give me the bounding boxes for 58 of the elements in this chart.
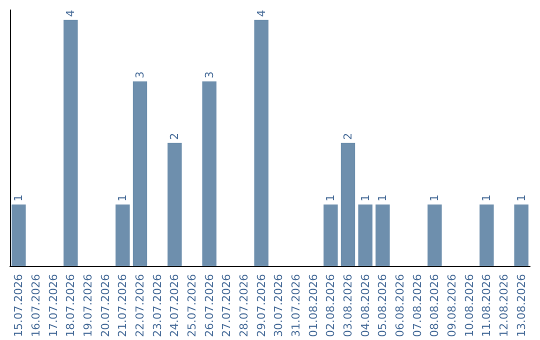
x-tick-label: 12.08.2026 [498,274,510,338]
bar [514,204,528,266]
data-label: 3 [202,71,216,78]
data-label: 1 [514,194,528,202]
data-label: 1 [116,194,130,202]
bar [132,81,148,266]
x-tick-label: 18.07.2026 [64,274,78,338]
x-tick-label: 02.08.2026 [324,274,338,338]
bar [324,204,338,266]
bar [480,204,494,266]
data-label: 4 [254,10,268,17]
bar [358,204,372,266]
x-tick-label: 24.07.2026 [168,274,182,338]
data-label: 3 [134,71,146,78]
x-tick-label: 29.07.2026 [254,274,268,338]
x-tick-label: 08.08.2026 [428,274,442,338]
bar [64,20,78,266]
data-label: 1 [428,194,442,202]
bar [428,204,442,266]
x-tick-label: 25.07.2026 [186,274,198,338]
data-label: 1 [480,194,494,202]
bar [12,204,26,266]
x-tick-label: 10.08.2026 [462,274,476,338]
x-tick-label: 23.07.2026 [150,274,164,338]
data-label: 1 [12,194,26,202]
x-tick-label: 09.08.2026 [446,274,458,338]
x-tick-label: 13.08.2026 [514,274,528,338]
bar [376,204,390,266]
bar [202,81,216,266]
x-tick-label: 03.08.2026 [342,274,354,338]
x-tick-label: 15.07.2026 [12,274,26,338]
data-label: 2 [168,132,182,140]
x-tick-label: 04.08.2026 [358,274,372,338]
data-label: 2 [342,132,354,140]
x-tick-label: 30.07.2026 [272,274,286,338]
data-label: 1 [324,194,338,202]
x-tick-label: 16.07.2026 [30,274,42,338]
x-tick-label: 06.08.2026 [394,274,406,338]
bar [116,204,130,266]
x-tick-label: 07.08.2026 [410,274,424,338]
x-tick-label: 05.08.2026 [376,274,390,338]
bar [254,20,268,266]
data-label: 1 [376,194,390,202]
x-tick-label: 20.07.2026 [98,274,112,338]
x-tick-label: 28.07.2026 [238,274,250,338]
x-tick-label: 26.07.2026 [202,274,216,338]
x-tick-label: 27.07.2026 [220,274,234,338]
x-tick-label: 01.08.2026 [306,274,320,338]
bar [340,142,356,266]
x-tick-label: 31.07.2026 [290,274,302,338]
x-tick-label: 11.08.2026 [480,274,494,338]
x-tick-label: 19.07.2026 [82,274,94,338]
bar [168,142,182,266]
data-label: 1 [358,194,372,202]
x-tick-label: 22.07.2026 [134,274,146,338]
x-tick-label: 17.07.2026 [46,274,60,338]
data-label: 4 [64,10,78,17]
x-tick-label: 21.07.2026 [116,274,130,338]
